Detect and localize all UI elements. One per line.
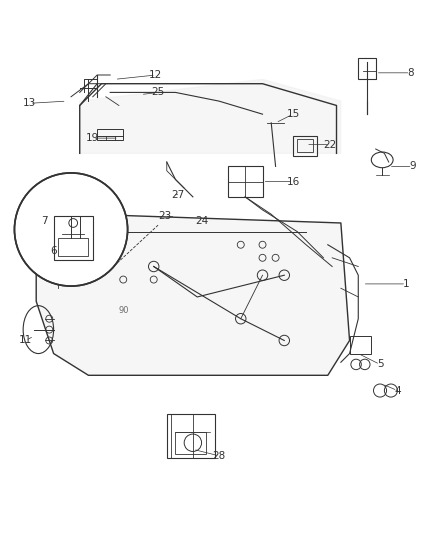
- Bar: [297, 139, 313, 152]
- Text: 9: 9: [410, 161, 416, 172]
- Text: 90: 90: [118, 305, 128, 314]
- Bar: [293, 136, 317, 156]
- Text: 5: 5: [377, 359, 383, 369]
- Text: 15: 15: [286, 109, 300, 119]
- Text: 25: 25: [152, 87, 165, 98]
- Text: 23: 23: [158, 212, 171, 221]
- Text: 8: 8: [407, 68, 414, 78]
- Bar: [350, 336, 371, 353]
- Polygon shape: [36, 214, 350, 375]
- Text: 22: 22: [323, 140, 337, 150]
- Bar: [167, 415, 215, 458]
- Text: 1: 1: [403, 279, 410, 289]
- Bar: [176, 432, 206, 454]
- Bar: [358, 58, 376, 79]
- Text: 6: 6: [50, 246, 57, 256]
- Text: 11: 11: [19, 335, 32, 345]
- Text: 24: 24: [195, 216, 208, 226]
- Text: 4: 4: [394, 385, 401, 395]
- Text: 27: 27: [171, 190, 184, 200]
- Bar: [97, 130, 123, 140]
- Text: 10: 10: [91, 218, 104, 228]
- Text: 16: 16: [286, 176, 300, 187]
- Bar: [53, 216, 93, 260]
- Text: 28: 28: [212, 451, 226, 461]
- Text: 12: 12: [149, 70, 162, 80]
- Polygon shape: [80, 79, 341, 154]
- Bar: [58, 238, 88, 256]
- Bar: [228, 166, 262, 197]
- Text: 7: 7: [42, 216, 48, 226]
- Circle shape: [14, 173, 127, 286]
- Text: 13: 13: [23, 98, 36, 108]
- Text: 19: 19: [86, 133, 99, 143]
